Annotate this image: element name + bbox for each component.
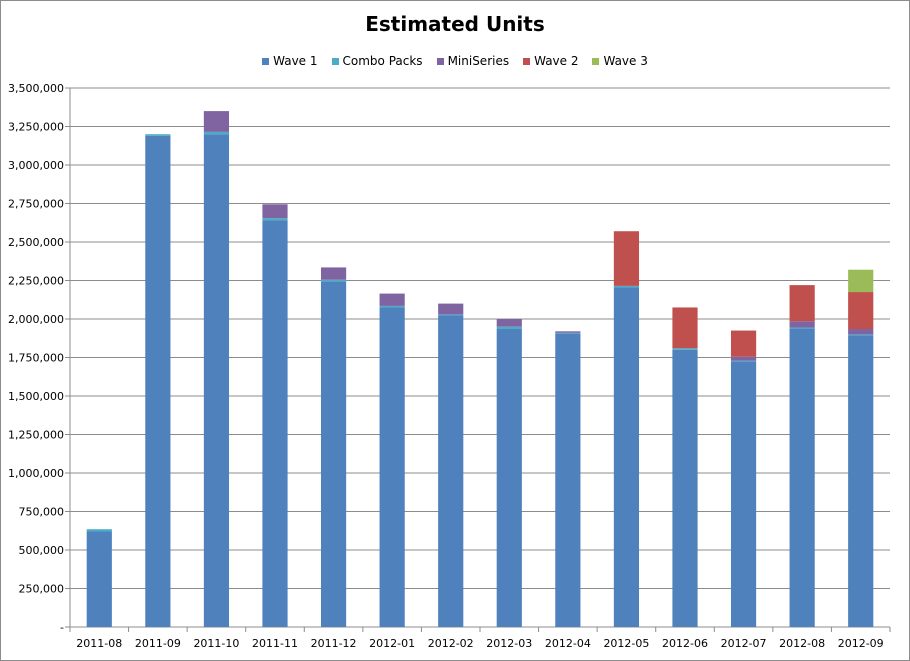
bar-wave-1 (496, 329, 522, 627)
bar-wave-2 (672, 307, 698, 349)
legend-label-combo-packs: Combo Packs (342, 54, 423, 68)
x-tick-label: 2012-02 (428, 637, 474, 650)
bar-wave-1 (789, 328, 815, 627)
legend-swatch-wave-1 (262, 57, 270, 65)
bar-combo-packs (379, 305, 405, 308)
x-tick-label: 2012-05 (603, 637, 649, 650)
bar-combo-packs (86, 529, 112, 532)
bar-wave-1 (86, 531, 112, 627)
legend-swatch-wave-2 (523, 57, 531, 65)
legend-swatch-combo-packs (331, 57, 339, 65)
x-tick-label: 2011-09 (135, 637, 181, 650)
x-tick-label: 2011-08 (76, 637, 122, 650)
chart-legend: Wave 1 Combo Packs MiniSeries Wave 2 Wav… (0, 54, 910, 68)
bar-miniseries (730, 356, 757, 361)
x-tick-label: 2012-04 (545, 637, 591, 650)
bar-wave-1 (613, 287, 640, 627)
x-tick-label: 2012-08 (779, 637, 825, 650)
legend-label-wave-2: Wave 2 (534, 54, 579, 68)
y-tick-label: 3,250,000 (8, 121, 64, 134)
bar-combo-packs (789, 327, 815, 329)
bar-wave-2 (613, 231, 640, 286)
x-tick-label: 2011-12 (311, 637, 357, 650)
bar-wave-1 (203, 134, 230, 627)
y-tick-label: 3,500,000 (8, 82, 64, 95)
y-tick-label: 2,500,000 (8, 236, 64, 249)
x-tick-label: 2011-11 (252, 637, 298, 650)
bar-miniseries (320, 267, 347, 280)
y-tick-label: 250,000 (19, 583, 65, 596)
legend-label-wave-1: Wave 1 (273, 54, 318, 68)
bar-miniseries (848, 329, 874, 335)
y-tick-label: 2,250,000 (8, 275, 64, 288)
bar-combo-packs (320, 279, 347, 282)
bar-wave-1 (262, 220, 288, 627)
legend-label-wave-3: Wave 3 (603, 54, 648, 68)
bar-miniseries (789, 321, 815, 328)
bar-combo-packs (672, 348, 698, 350)
x-tick-label: 2012-07 (721, 637, 767, 650)
bar-combo-packs (203, 131, 230, 135)
bar-wave-1 (379, 307, 405, 627)
bar-combo-packs (730, 360, 757, 362)
y-tick-label: 1,750,000 (8, 352, 64, 365)
chart-title: Estimated Units (365, 12, 545, 36)
bar-wave-1 (320, 281, 347, 627)
x-tick-label: 2012-09 (838, 637, 884, 650)
bar-wave-1 (145, 135, 171, 628)
bar-combo-packs (145, 134, 171, 136)
legend-item-wave-3: Wave 3 (592, 54, 648, 68)
bar-miniseries (438, 303, 464, 315)
bar-combo-packs (496, 326, 522, 330)
bar-miniseries (262, 204, 288, 219)
legend-item-combo-packs: Combo Packs (331, 54, 423, 68)
bar-wave-1 (730, 361, 757, 627)
y-tick-label: 1,250,000 (8, 429, 64, 442)
bar-combo-packs (613, 285, 640, 288)
y-tick-label: 2,750,000 (8, 198, 64, 211)
y-tick-label: - (60, 621, 64, 634)
legend-item-wave-1: Wave 1 (262, 54, 318, 68)
x-tick-label: 2012-01 (369, 637, 415, 650)
bar-miniseries (379, 293, 405, 306)
legend-swatch-wave-3 (592, 57, 600, 65)
bar-wave-2 (848, 292, 874, 330)
bar-combo-packs (848, 334, 874, 336)
x-tick-label: 2011-10 (193, 637, 239, 650)
y-tick-label: 750,000 (19, 506, 65, 519)
bar-wave-2 (730, 330, 757, 357)
x-tick-label: 2012-03 (486, 637, 532, 650)
bar-miniseries (555, 331, 581, 333)
legend-label-miniseries: MiniSeries (447, 54, 510, 68)
y-tick-label: 2,000,000 (8, 313, 64, 326)
bar-wave-2 (789, 285, 815, 322)
legend-swatch-miniseries (436, 57, 444, 65)
x-tick-label: 2012-06 (662, 637, 708, 650)
bar-wave-3 (848, 269, 874, 293)
bar-combo-packs (438, 314, 464, 316)
bar-wave-1 (848, 335, 874, 627)
bar-wave-1 (438, 315, 464, 627)
bar-wave-1 (672, 349, 698, 627)
y-tick-label: 500,000 (19, 544, 65, 557)
bar-combo-packs (262, 218, 288, 221)
y-tick-label: 1,000,000 (8, 467, 64, 480)
y-tick-label: 3,000,000 (8, 159, 64, 172)
bar-wave-1 (555, 333, 581, 627)
bar-miniseries (203, 111, 230, 132)
bar-miniseries (496, 319, 522, 327)
legend-item-miniseries: MiniSeries (436, 54, 510, 68)
bar-combo-packs (555, 332, 581, 334)
y-tick-label: 1,500,000 (8, 390, 64, 403)
legend-item-wave-2: Wave 2 (523, 54, 578, 68)
